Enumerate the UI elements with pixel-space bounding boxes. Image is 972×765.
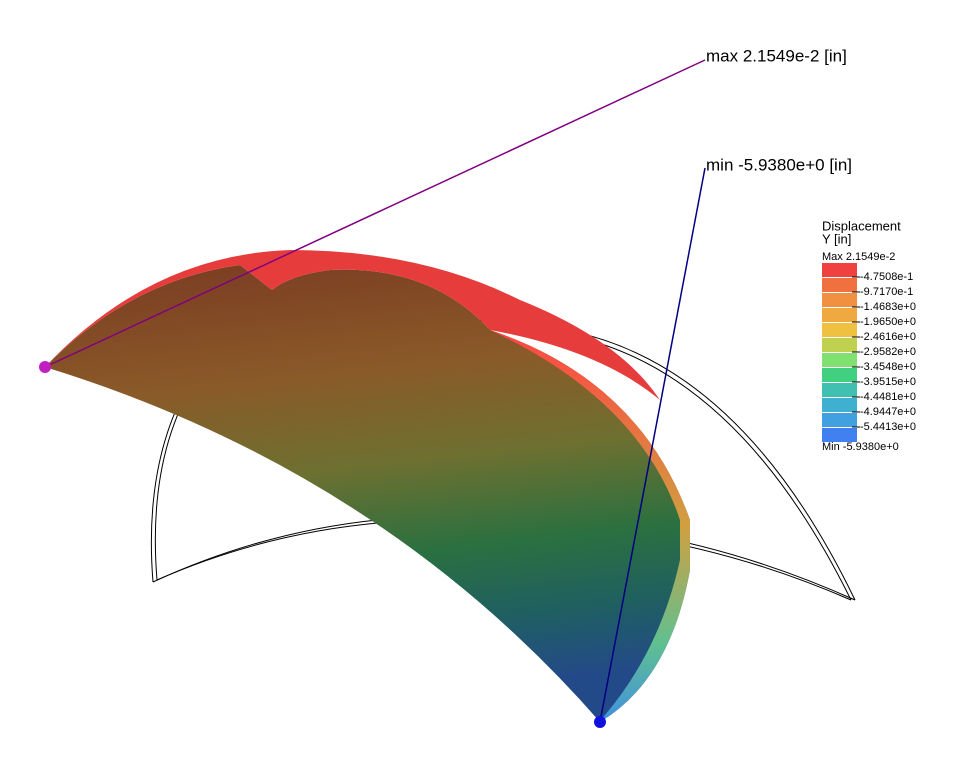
max-leader [44, 59, 706, 368]
legend-label: -4.7508e-1 [860, 271, 913, 283]
legend-swatch [822, 383, 857, 397]
deformed-surface [45, 265, 690, 722]
legend-swatch [822, 323, 857, 337]
legend-swatch [822, 413, 857, 427]
min-point [594, 716, 606, 728]
legend-swatch [822, 353, 857, 367]
max-point [39, 361, 51, 373]
max-annotation: max 2.1549e-2 [in] [706, 46, 847, 65]
legend-swatch [822, 398, 857, 412]
min-leader [599, 167, 706, 723]
legend-min: Min -5.9380e+0 [822, 441, 899, 453]
surface-top [45, 250, 660, 400]
legend-subtitle: Y [in] [822, 231, 851, 246]
legend-swatch [822, 263, 857, 277]
legend-swatch [822, 278, 857, 292]
legend-swatch [822, 428, 857, 442]
legend-label: -9.7170e-1 [860, 286, 913, 298]
legend-label: -3.4548e+0 [860, 361, 916, 373]
legend-title: Displacement [822, 218, 901, 233]
legend-label: -5.4413e+0 [860, 421, 916, 433]
legend-label: -1.9650e+0 [860, 316, 916, 328]
legend-label: -1.4683e+0 [860, 301, 916, 313]
legend-swatch [822, 338, 857, 352]
min-annotation: min -5.9380e+0 [in] [706, 155, 852, 174]
legend-label: -4.4481e+0 [860, 391, 916, 403]
legend-max: Max 2.1549e-2 [822, 251, 895, 263]
legend-label: -2.4616e+0 [860, 331, 916, 343]
legend-swatch [822, 293, 857, 307]
legend: Displacement Y [in] Max 2.1549e-2 Min -5… [822, 218, 916, 453]
legend-swatch [822, 368, 857, 382]
legend-swatch [822, 308, 857, 322]
legend-label: -2.9582e+0 [860, 346, 916, 358]
legend-label: -3.9515e+0 [860, 376, 916, 388]
legend-label: -4.9447e+0 [860, 406, 916, 418]
